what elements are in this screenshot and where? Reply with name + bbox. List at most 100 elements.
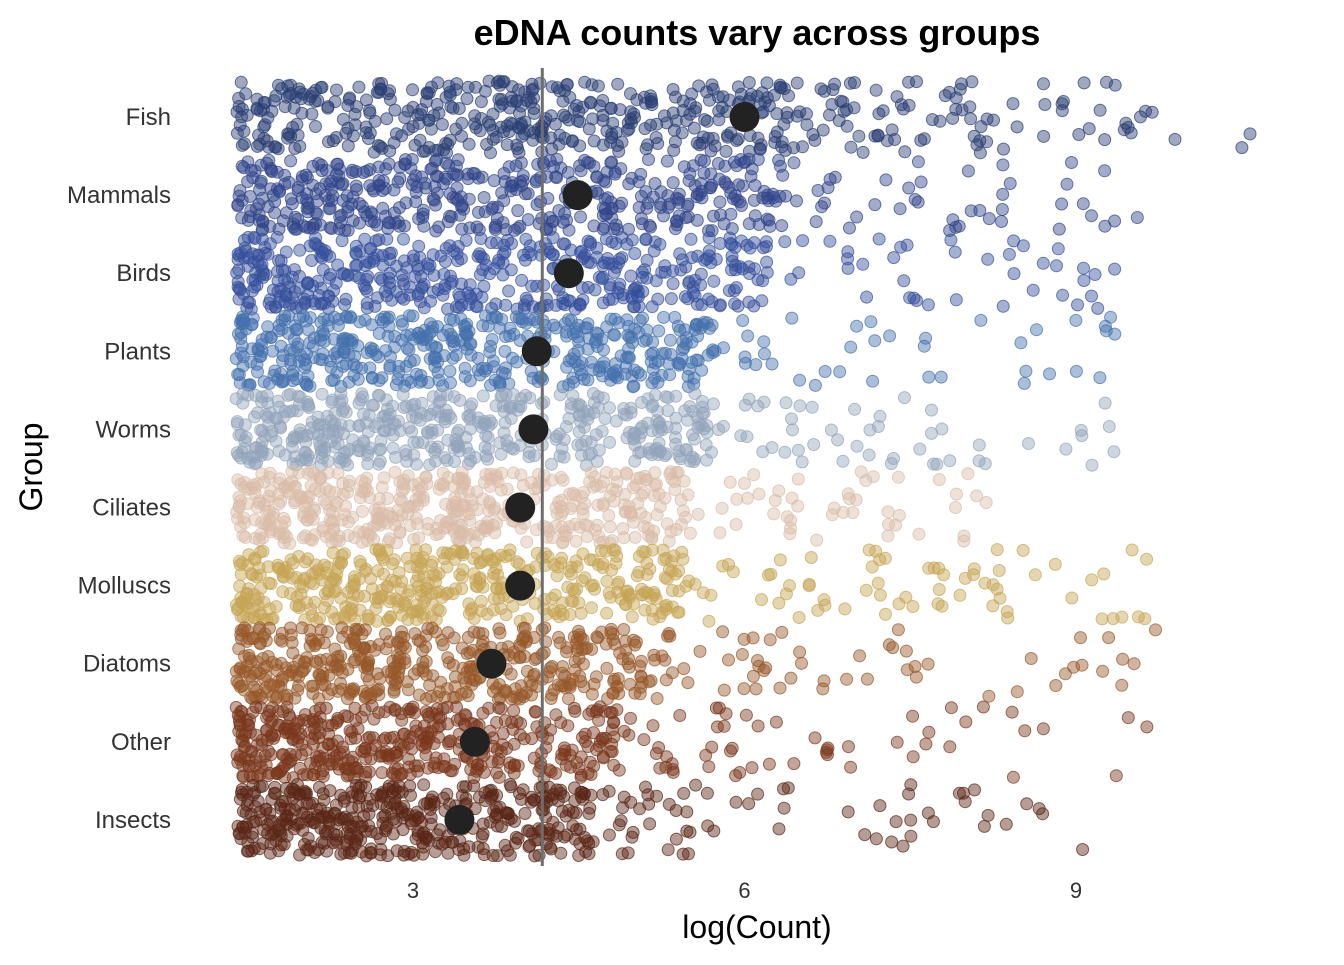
data-point [419, 748, 433, 762]
data-point [595, 332, 609, 346]
data-point [747, 468, 761, 482]
data-point [416, 203, 430, 217]
data-point [1097, 567, 1111, 581]
data-point [574, 164, 588, 178]
data-point [974, 313, 988, 327]
data-point [395, 268, 409, 282]
data-point [451, 471, 465, 485]
data-point [666, 277, 680, 291]
data-point [417, 338, 431, 352]
data-point [554, 783, 568, 797]
data-point [751, 273, 765, 287]
data-point [850, 439, 864, 453]
data-point [339, 292, 353, 306]
data-point [665, 472, 679, 486]
data-point [289, 90, 303, 104]
data-point [399, 153, 412, 167]
data-point [976, 700, 990, 714]
data-point [379, 344, 393, 358]
data-point [935, 599, 949, 613]
data-point [231, 199, 245, 213]
data-point [917, 339, 931, 353]
data-point [472, 528, 486, 542]
data-point [412, 531, 426, 545]
data-point [717, 683, 731, 697]
data-point [372, 501, 386, 515]
data-point [394, 290, 408, 304]
data-point [296, 87, 310, 101]
data-point [864, 315, 878, 329]
data-point [961, 467, 975, 481]
data-point [752, 487, 766, 501]
data-point [559, 809, 573, 823]
data-point [465, 601, 479, 615]
data-point [683, 526, 697, 540]
data-point [606, 482, 619, 496]
data-point [366, 731, 380, 745]
data-point [361, 448, 374, 462]
data-point [257, 475, 271, 489]
data-point [406, 253, 420, 267]
data-point [443, 364, 457, 378]
data-point [464, 348, 478, 362]
data-point [468, 109, 482, 123]
data-point [360, 93, 373, 107]
data-point [325, 194, 339, 207]
data-point [722, 284, 736, 298]
data-point [278, 448, 292, 462]
data-point [697, 154, 711, 168]
data-point [482, 784, 496, 798]
data-point [235, 445, 249, 459]
data-point [1003, 177, 1017, 190]
data-point [357, 745, 371, 759]
data-point [603, 278, 617, 292]
data-point [782, 89, 796, 103]
data-point [600, 574, 614, 588]
data-point [480, 137, 494, 151]
data-point [372, 86, 386, 99]
data-point [319, 177, 333, 191]
data-point [374, 442, 388, 456]
data-point [280, 206, 293, 220]
data-point [997, 142, 1010, 156]
data-point [471, 411, 485, 425]
data-point [632, 549, 646, 563]
data-point [367, 145, 381, 159]
data-point [912, 527, 926, 541]
data-point [631, 497, 645, 511]
data-point [850, 210, 864, 224]
data-point [772, 822, 786, 836]
data-point [1085, 289, 1098, 303]
data-point [811, 184, 825, 197]
data-point [461, 167, 475, 181]
data-point [466, 643, 480, 657]
data-point [879, 173, 893, 187]
data-point [599, 207, 613, 221]
data-point [664, 292, 678, 306]
data-point [422, 262, 435, 275]
data-point [415, 170, 429, 184]
data-point [854, 465, 868, 479]
data-point [572, 624, 585, 638]
data-point [501, 807, 515, 821]
data-point [308, 846, 322, 859]
data-point [903, 291, 917, 305]
data-point [406, 731, 420, 745]
data-point [777, 117, 791, 131]
data-point [493, 626, 507, 640]
data-point [676, 504, 690, 518]
data-point [373, 271, 387, 285]
data-point [556, 296, 570, 310]
data-point [331, 714, 345, 728]
data-point [897, 274, 911, 288]
data-point [256, 215, 270, 229]
data-point [267, 731, 281, 745]
data-point [767, 507, 781, 521]
data-point [301, 369, 315, 383]
data-point [486, 132, 500, 146]
data-point [434, 394, 448, 408]
data-point [820, 743, 834, 757]
data-point [485, 755, 499, 769]
data-point [283, 755, 297, 769]
data-point [1072, 128, 1086, 141]
